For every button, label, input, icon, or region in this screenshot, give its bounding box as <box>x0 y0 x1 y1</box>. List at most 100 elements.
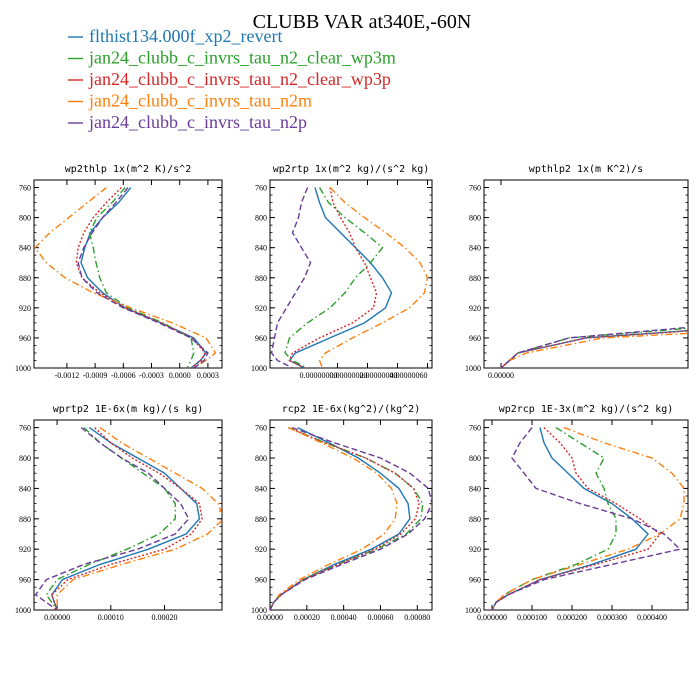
plot-frame <box>483 419 689 611</box>
legend-label: flthist134.000f_xp2_revert <box>89 26 282 46</box>
legend-entry: jan24_clubb_c_invrs_tau_n2_clear_wp3p <box>68 69 391 89</box>
x-tick-label: 0.00000 <box>488 371 514 380</box>
y-tick-label: 880 <box>469 274 481 283</box>
series-line-4 <box>491 426 685 610</box>
y-tick-label: 760 <box>469 424 481 433</box>
panel-1: wp2thlp 1x(m^2 K)/s^2 760 800 840 880 920 960 1… <box>15 164 223 380</box>
y-tick-label: 1000 <box>251 364 267 373</box>
x-tick-label: 0.00000 <box>44 613 70 622</box>
series-line-3 <box>288 187 378 368</box>
series-line-5 <box>270 187 312 368</box>
series-line-5 <box>77 187 209 368</box>
x-tick-label: 0.00060 <box>367 613 393 622</box>
y-tick-label: 960 <box>469 334 481 343</box>
legend-label: jan24_clubb_c_invrs_tau_n2_clear_wp3p <box>88 69 391 89</box>
x-tick-label: 0.000000 <box>477 613 507 622</box>
series-line-4 <box>34 186 217 368</box>
plot-frame <box>269 419 433 611</box>
y-tick-label: 920 <box>19 545 31 554</box>
x-tick-label: 0.00020 <box>294 613 320 622</box>
x-tick-label: 0.000300 <box>597 613 627 622</box>
y-tick-label: 880 <box>469 515 481 524</box>
legend-label: jan24_clubb_c_invrs_tau_n2m <box>88 91 312 111</box>
y-tick-label: 880 <box>255 515 267 524</box>
y-tick-label: 840 <box>19 244 31 253</box>
y-tick-label: 840 <box>255 244 267 253</box>
series-line-2 <box>284 187 384 368</box>
legend: flthist134.000f_xp2_revertjan24_clubb_c_… <box>68 26 396 132</box>
legend-entry: jan24_clubb_c_invrs_tau_n2_clear_wp3m <box>68 48 396 68</box>
panel-title: rcp2 1E-6x(kg^2)/(kg^2) <box>282 404 420 415</box>
series-line-4 <box>318 187 429 368</box>
x-tick-label: 0.000400 <box>637 613 667 622</box>
y-tick-label: 1000 <box>251 606 267 615</box>
panel-4: wprtp2 1E-6x(m kg)/(s kg) 760 800 840 880 920… <box>15 404 223 622</box>
y-tick-label: 760 <box>255 424 267 433</box>
y-tick-label: 800 <box>19 454 31 463</box>
legend-entry: jan24_clubb_c_invrs_tau_n2p <box>68 112 307 132</box>
panel-title: wp2rtp 1x(m^2 kg)/(s^2 kg) <box>273 164 430 175</box>
series-line-1 <box>288 187 393 368</box>
x-tick-label: 0.00040 <box>331 613 357 622</box>
series-line-2 <box>491 427 617 610</box>
panel-5: rcp2 1E-6x(kg^2)/(kg^2) 760 800 840 880 920 96… <box>251 404 433 622</box>
y-tick-label: 760 <box>19 184 31 193</box>
series-line-1 <box>270 426 411 610</box>
series-line-5 <box>500 326 688 368</box>
series-line-5 <box>34 427 190 610</box>
panel-title: wp2rcp 1E-3x(m^2 kg)/(s^2 kg) <box>499 404 674 415</box>
series-line-5 <box>270 426 432 610</box>
series-line-4 <box>270 426 398 610</box>
y-tick-label: 800 <box>19 214 31 223</box>
panel-title: wp2thlp 1x(m^2 K)/s^2 <box>65 164 191 175</box>
y-tick-label: 760 <box>469 184 481 193</box>
y-tick-label: 840 <box>255 484 267 493</box>
y-tick-label: 1000 <box>465 364 481 373</box>
x-tick-label: 0.0003 <box>197 371 219 380</box>
y-tick-label: 960 <box>469 576 481 585</box>
series-line-3 <box>75 187 206 368</box>
y-tick-label: 1000 <box>15 364 31 373</box>
y-tick-label: 840 <box>19 484 31 493</box>
panel-6: wp2rcp 1E-3x(m^2 kg)/(s^2 kg) 760 800 840 88… <box>465 404 689 622</box>
panel-title: wprtp2 1E-6x(m kg)/(s kg) <box>53 404 204 415</box>
series-line-2 <box>500 327 688 368</box>
y-tick-label: 960 <box>19 576 31 585</box>
legend-label: jan24_clubb_c_invrs_tau_n2_clear_wp3m <box>88 48 396 68</box>
panels: wp2thlp 1x(m^2 K)/s^2 760 800 840 880 920 960 1… <box>15 164 689 622</box>
plot-frame <box>269 179 433 369</box>
y-tick-label: 760 <box>19 424 31 433</box>
legend-label: jan24_clubb_c_invrs_tau_n2p <box>88 112 307 132</box>
y-tick-label: 1000 <box>15 606 31 615</box>
series-line-3 <box>50 427 203 610</box>
series-line-4 <box>500 332 688 368</box>
series-line-3 <box>270 426 420 610</box>
x-tick-label: -0.0012 <box>55 371 80 380</box>
series-line-1 <box>500 329 688 368</box>
plot-frame <box>483 179 689 369</box>
series-line-5 <box>491 427 682 610</box>
series-line-3 <box>491 427 661 610</box>
plot-frame <box>33 179 223 369</box>
figure-title: CLUBB VAR at340E,-60N <box>253 11 472 33</box>
y-tick-label: 800 <box>469 214 481 223</box>
panel-2: wp2rtp 1x(m^2 kg)/(s^2 kg) 760 800 840 880 92… <box>251 164 433 380</box>
y-tick-label: 920 <box>255 545 267 554</box>
y-tick-label: 920 <box>469 304 481 313</box>
y-tick-label: 840 <box>469 244 481 253</box>
y-tick-label: 920 <box>255 304 267 313</box>
x-tick-label: 0.00020 <box>152 613 178 622</box>
panel-3: wpthlp2 1x(m K^2)/s 760 800 840 880 920 960 100… <box>465 164 689 380</box>
series-line-2 <box>45 427 176 610</box>
y-tick-label: 880 <box>19 274 31 283</box>
series-line-1 <box>50 427 201 610</box>
x-tick-label: 0.00010 <box>98 613 124 622</box>
y-tick-label: 800 <box>255 454 267 463</box>
y-tick-label: 800 <box>255 214 267 223</box>
y-tick-label: 920 <box>19 304 31 313</box>
x-tick-label: 0.00000060 <box>390 371 428 380</box>
legend-entry: flthist134.000f_xp2_revert <box>68 26 282 46</box>
y-tick-label: 880 <box>19 515 31 524</box>
x-tick-label: -0.0009 <box>83 371 108 380</box>
x-tick-label: 0.00080 <box>404 613 430 622</box>
